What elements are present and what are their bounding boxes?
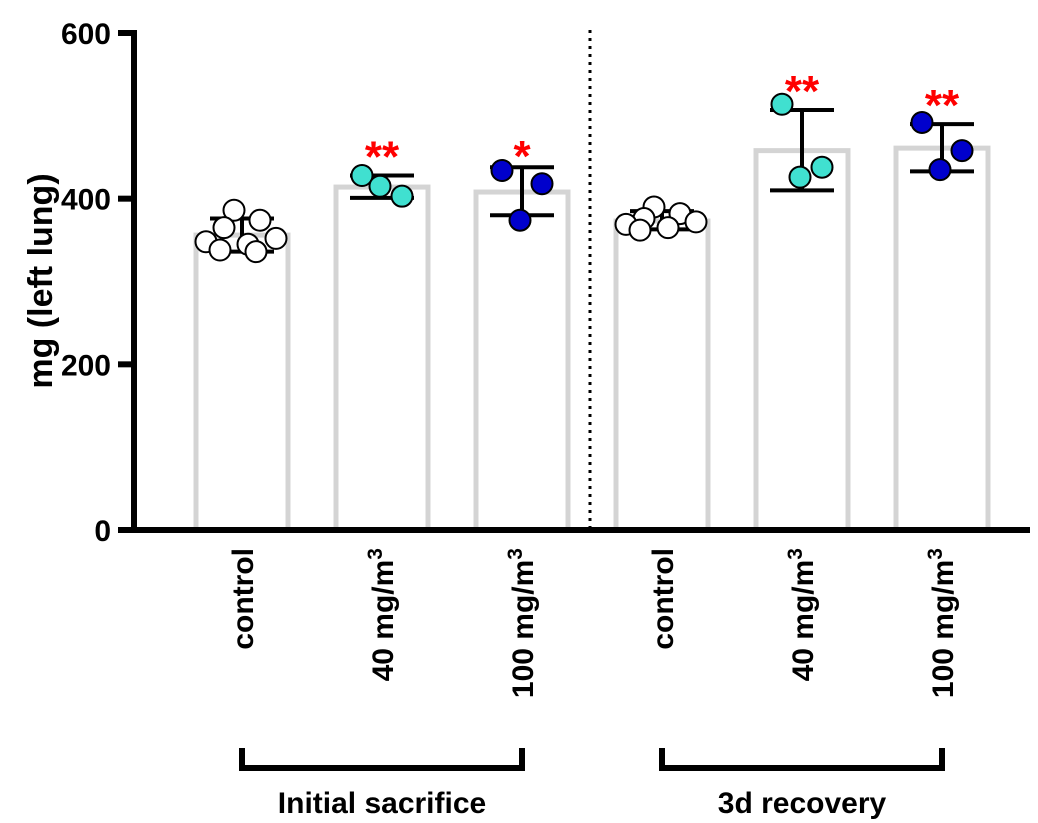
category-label: 100 mg/m3 xyxy=(924,548,961,698)
data-point xyxy=(350,163,374,187)
data-point xyxy=(530,172,554,196)
bar xyxy=(333,184,431,533)
data-point xyxy=(684,210,708,234)
group-label: Initial sacrifice xyxy=(278,787,486,820)
data-point xyxy=(950,139,974,163)
bars-layer xyxy=(193,145,991,533)
data-point xyxy=(368,174,392,198)
category-label: 100 mg/m3 xyxy=(504,548,541,698)
group-bracket xyxy=(659,748,945,771)
significance-marker: ** xyxy=(365,132,400,181)
significance-layer: ** *** ** xyxy=(365,67,960,181)
bar xyxy=(893,145,991,533)
y-tick-label: 200 xyxy=(61,349,111,382)
significance-marker: * xyxy=(513,132,531,181)
data-point xyxy=(212,216,236,240)
data-point xyxy=(208,238,232,262)
significance-marker: ** xyxy=(785,67,820,116)
bar xyxy=(753,148,851,533)
group-label: 3d recovery xyxy=(718,787,887,820)
y-ticks-layer: 0 200 400 600 xyxy=(61,18,134,548)
data-point xyxy=(222,198,246,222)
group-bracket xyxy=(239,748,525,771)
data-point xyxy=(810,155,834,179)
data-point xyxy=(490,159,514,183)
data-point xyxy=(264,226,288,250)
error-bars-layer xyxy=(210,108,974,254)
group-brackets-layer: Initial sacrifice 3d recovery xyxy=(239,748,945,820)
category-label: 40 mg/m3 xyxy=(364,548,401,681)
data-point xyxy=(656,216,680,240)
data-points-layer xyxy=(194,92,974,264)
significance-marker: ** xyxy=(925,81,960,130)
data-point xyxy=(770,92,794,116)
axes-layer: mg (left lung) xyxy=(22,30,1030,533)
y-tick-label: 0 xyxy=(94,515,111,548)
data-point xyxy=(248,208,272,232)
data-point xyxy=(628,218,652,242)
data-point xyxy=(910,110,934,134)
data-point xyxy=(928,158,952,182)
y-axis-title: mg (left lung) xyxy=(22,173,60,388)
category-label: control xyxy=(647,548,680,650)
data-point xyxy=(788,165,812,189)
y-tick-label: 600 xyxy=(61,18,111,51)
bar xyxy=(473,189,571,533)
bar xyxy=(613,218,711,533)
category-label: 40 mg/m3 xyxy=(784,548,821,681)
bar xyxy=(193,232,291,533)
category-labels-layer: control 40 mg/m3 100 mg/m3 control 40 mg/m3 1… xyxy=(227,548,960,698)
data-point xyxy=(244,240,268,264)
data-point xyxy=(508,208,532,232)
category-label: control xyxy=(227,548,260,650)
y-tick-label: 400 xyxy=(61,184,111,217)
data-point xyxy=(390,184,414,208)
